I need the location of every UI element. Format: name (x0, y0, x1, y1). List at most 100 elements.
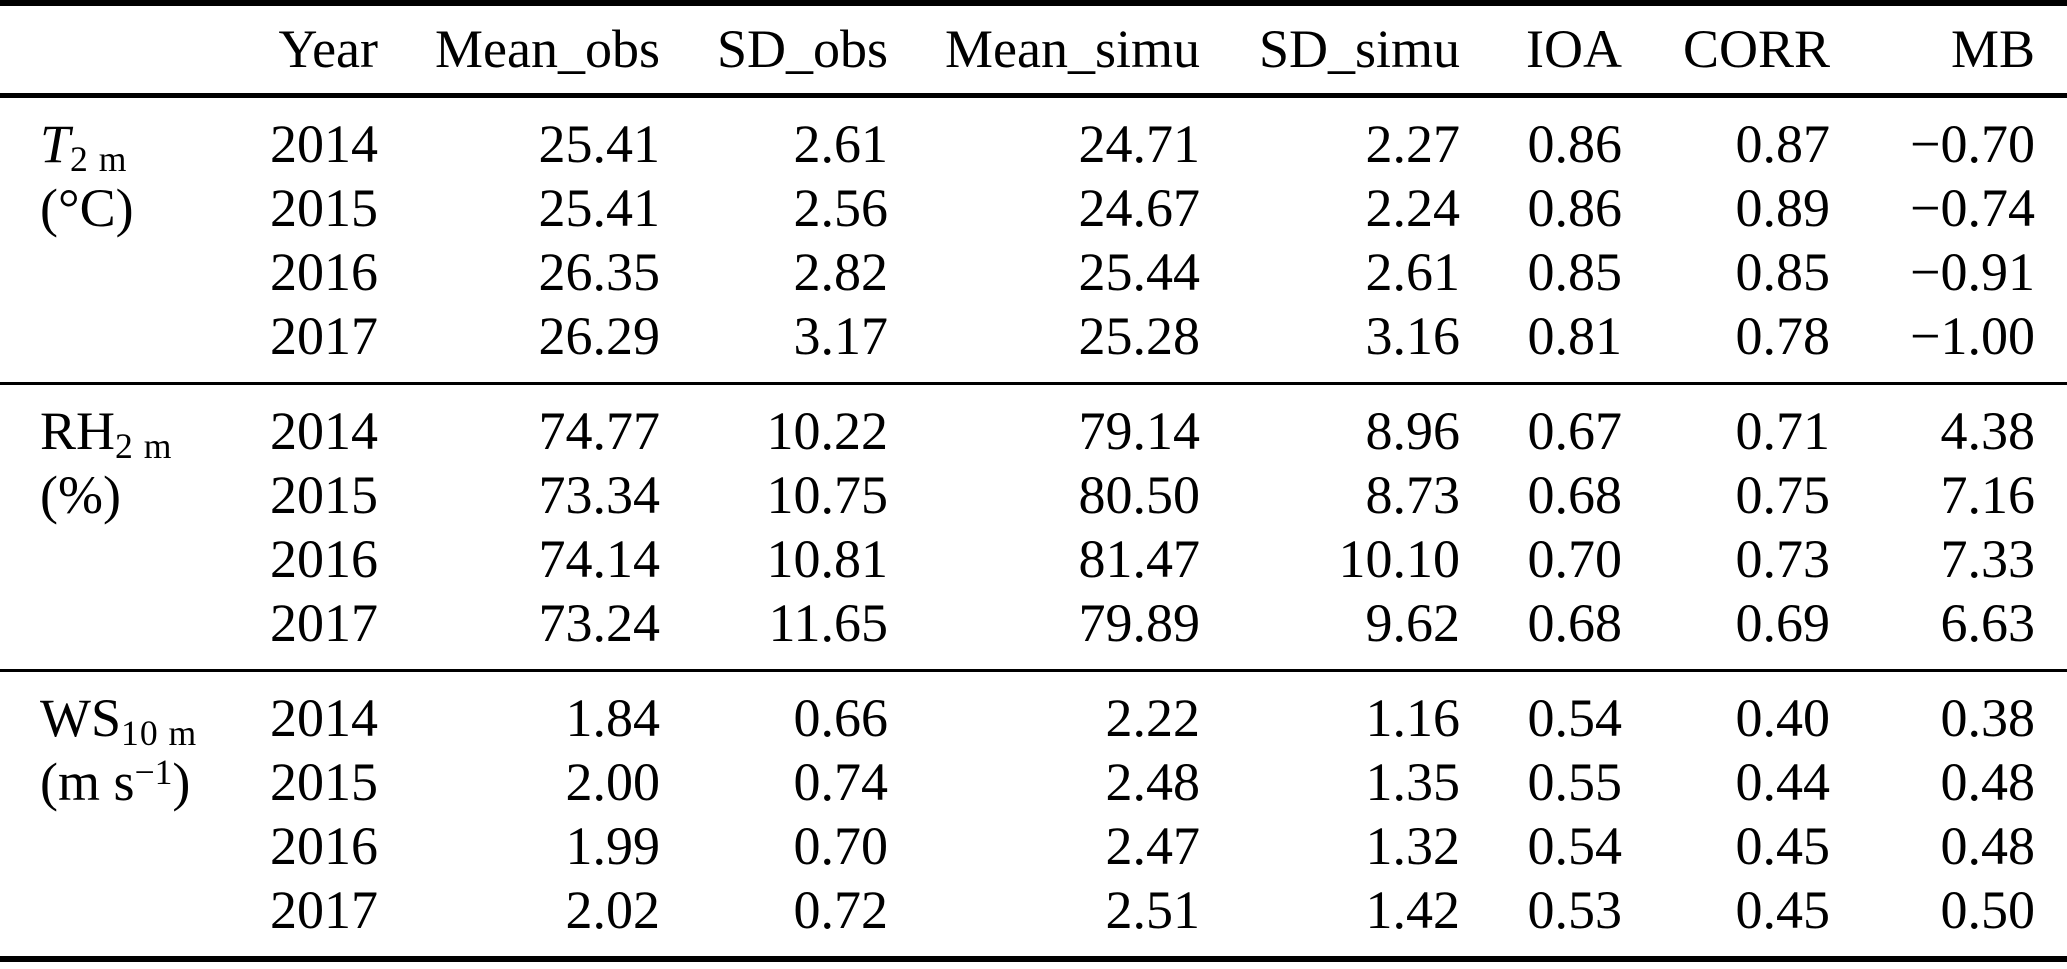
variable-subscript: 2 m (115, 425, 173, 466)
col-header-year: Year (278, 19, 378, 80)
table-row: 2015 2.00 0.74 2.48 1.35 0.55 0.44 0.48 (0, 750, 2067, 814)
unit-text: (m s (40, 751, 135, 812)
table-cell: 0.87 (1735, 113, 1831, 174)
unit-superscript: −1 (134, 751, 173, 792)
table-cell: 79.89 (1078, 592, 1201, 653)
row-group-label-rh2m: RH2 m (%) (0, 383, 190, 670)
table-cell: 25.28 (1078, 305, 1201, 366)
table-cell: 0.74 (793, 751, 889, 812)
section-t2m: T2 m (°C) 2014 25.41 2.61 24.71 2.27 0.8… (0, 95, 2067, 383)
row-group-label-t2m: T2 m (°C) (0, 95, 190, 383)
variable-subscript: 10 m (121, 712, 198, 753)
variable-symbol: WS (40, 687, 121, 748)
unit-text: (%) (40, 464, 121, 525)
table-cell: 73.24 (538, 592, 661, 653)
table-cell: 26.29 (538, 305, 661, 366)
table-cell: 0.54 (1527, 815, 1623, 876)
table-cell: 2.61 (793, 113, 889, 174)
variable-subscript: 2 m (70, 138, 128, 179)
table-cell: 2.51 (1105, 879, 1201, 940)
table-cell: 74.77 (538, 400, 661, 461)
table-cell: 0.70 (793, 815, 889, 876)
unit-text: (°C) (40, 177, 134, 238)
table-cell: 2014 (270, 113, 378, 174)
table-cell: 0.50 (1940, 879, 2036, 940)
table-cell: 0.44 (1735, 751, 1831, 812)
table-cell: 2017 (270, 305, 378, 366)
table-cell: 10.10 (1338, 528, 1461, 589)
table-cell: 0.45 (1735, 879, 1831, 940)
table-cell: 10.22 (766, 400, 889, 461)
table-cell: 2.61 (1365, 241, 1461, 302)
section-rh2m: RH2 m (%) 2014 74.77 10.22 79.14 8.96 0.… (0, 383, 2067, 670)
table-cell: 0.66 (793, 687, 889, 748)
table-cell: 25.41 (538, 177, 661, 238)
table-cell: 79.14 (1078, 400, 1201, 461)
table-cell: 0.85 (1735, 241, 1831, 302)
table-cell: 2.22 (1105, 687, 1201, 748)
col-header-ioa: IOA (1526, 19, 1622, 80)
table-cell: 2017 (270, 592, 378, 653)
table-cell: −0.74 (1910, 177, 2035, 238)
table-row: 2017 2.02 0.72 2.51 1.42 0.53 0.45 0.50 (0, 878, 2067, 959)
col-header-empty (0, 3, 190, 95)
table-cell: 0.67 (1527, 400, 1623, 461)
table-cell: 0.48 (1940, 815, 2036, 876)
table-cell: 1.99 (565, 815, 661, 876)
variable-unit: (m s−1) (40, 750, 190, 814)
table-cell: 0.78 (1735, 305, 1831, 366)
table-cell: 0.71 (1735, 400, 1831, 461)
table-cell: 2.48 (1105, 751, 1201, 812)
table-cell: 2017 (270, 879, 378, 940)
table-cell: 0.68 (1527, 592, 1623, 653)
table-cell: 0.69 (1735, 592, 1831, 653)
section-ws10m: WS10 m (m s−1) 2014 1.84 0.66 2.22 1.16 … (0, 670, 2067, 959)
col-header-sd-obs: SD_obs (716, 19, 888, 80)
table-cell: 26.35 (538, 241, 661, 302)
table-cell: 0.85 (1527, 241, 1623, 302)
table-cell: 2.56 (793, 177, 889, 238)
table-cell: 74.14 (538, 528, 661, 589)
table-cell: 2014 (270, 687, 378, 748)
table-cell: −1.00 (1910, 305, 2035, 366)
variable-unit: (%) (40, 463, 190, 527)
table-cell: 1.16 (1365, 687, 1461, 748)
table-cell: 0.68 (1527, 464, 1623, 525)
table-cell: 10.75 (766, 464, 889, 525)
table-cell: −0.91 (1910, 241, 2035, 302)
table-cell: 7.33 (1940, 528, 2036, 589)
table-row: 2015 73.34 10.75 80.50 8.73 0.68 0.75 7.… (0, 463, 2067, 527)
table-cell: 0.70 (1527, 528, 1623, 589)
table-cell: 1.42 (1365, 879, 1461, 940)
variable-unit: (°C) (40, 176, 190, 240)
table-cell: 2016 (270, 241, 378, 302)
col-header-mb: MB (1950, 19, 2035, 80)
variable-name: RH2 m (40, 399, 190, 466)
table-cell: 2.24 (1365, 177, 1461, 238)
table-cell: 7.16 (1940, 464, 2036, 525)
table-cell: 0.45 (1735, 815, 1831, 876)
table-cell: 0.53 (1527, 879, 1623, 940)
table-cell: 0.75 (1735, 464, 1831, 525)
table-cell: 1.32 (1365, 815, 1461, 876)
table-cell: 0.86 (1527, 177, 1623, 238)
table-cell: 0.54 (1527, 687, 1623, 748)
table-cell: 2.27 (1365, 113, 1461, 174)
table-cell: 0.38 (1940, 687, 2036, 748)
table-cell: 2015 (270, 751, 378, 812)
table-row: 2015 25.41 2.56 24.67 2.24 0.86 0.89 −0.… (0, 176, 2067, 240)
table-cell: 0.86 (1527, 113, 1623, 174)
table-cell: 2.00 (565, 751, 661, 812)
table-cell: 1.35 (1365, 751, 1461, 812)
table-cell: 11.65 (768, 592, 889, 653)
table-cell: 0.89 (1735, 177, 1831, 238)
table-cell: 2016 (270, 528, 378, 589)
table-cell: 81.47 (1078, 528, 1201, 589)
col-header-mean-simu: Mean_simu (945, 19, 1200, 80)
variable-name: WS10 m (40, 686, 196, 751)
table-row: RH2 m (%) 2014 74.77 10.22 79.14 8.96 0.… (0, 383, 2067, 525)
table-cell: 0.55 (1527, 751, 1623, 812)
col-header-sd-simu: SD_simu (1258, 19, 1460, 80)
table-cell: 25.44 (1078, 241, 1201, 302)
